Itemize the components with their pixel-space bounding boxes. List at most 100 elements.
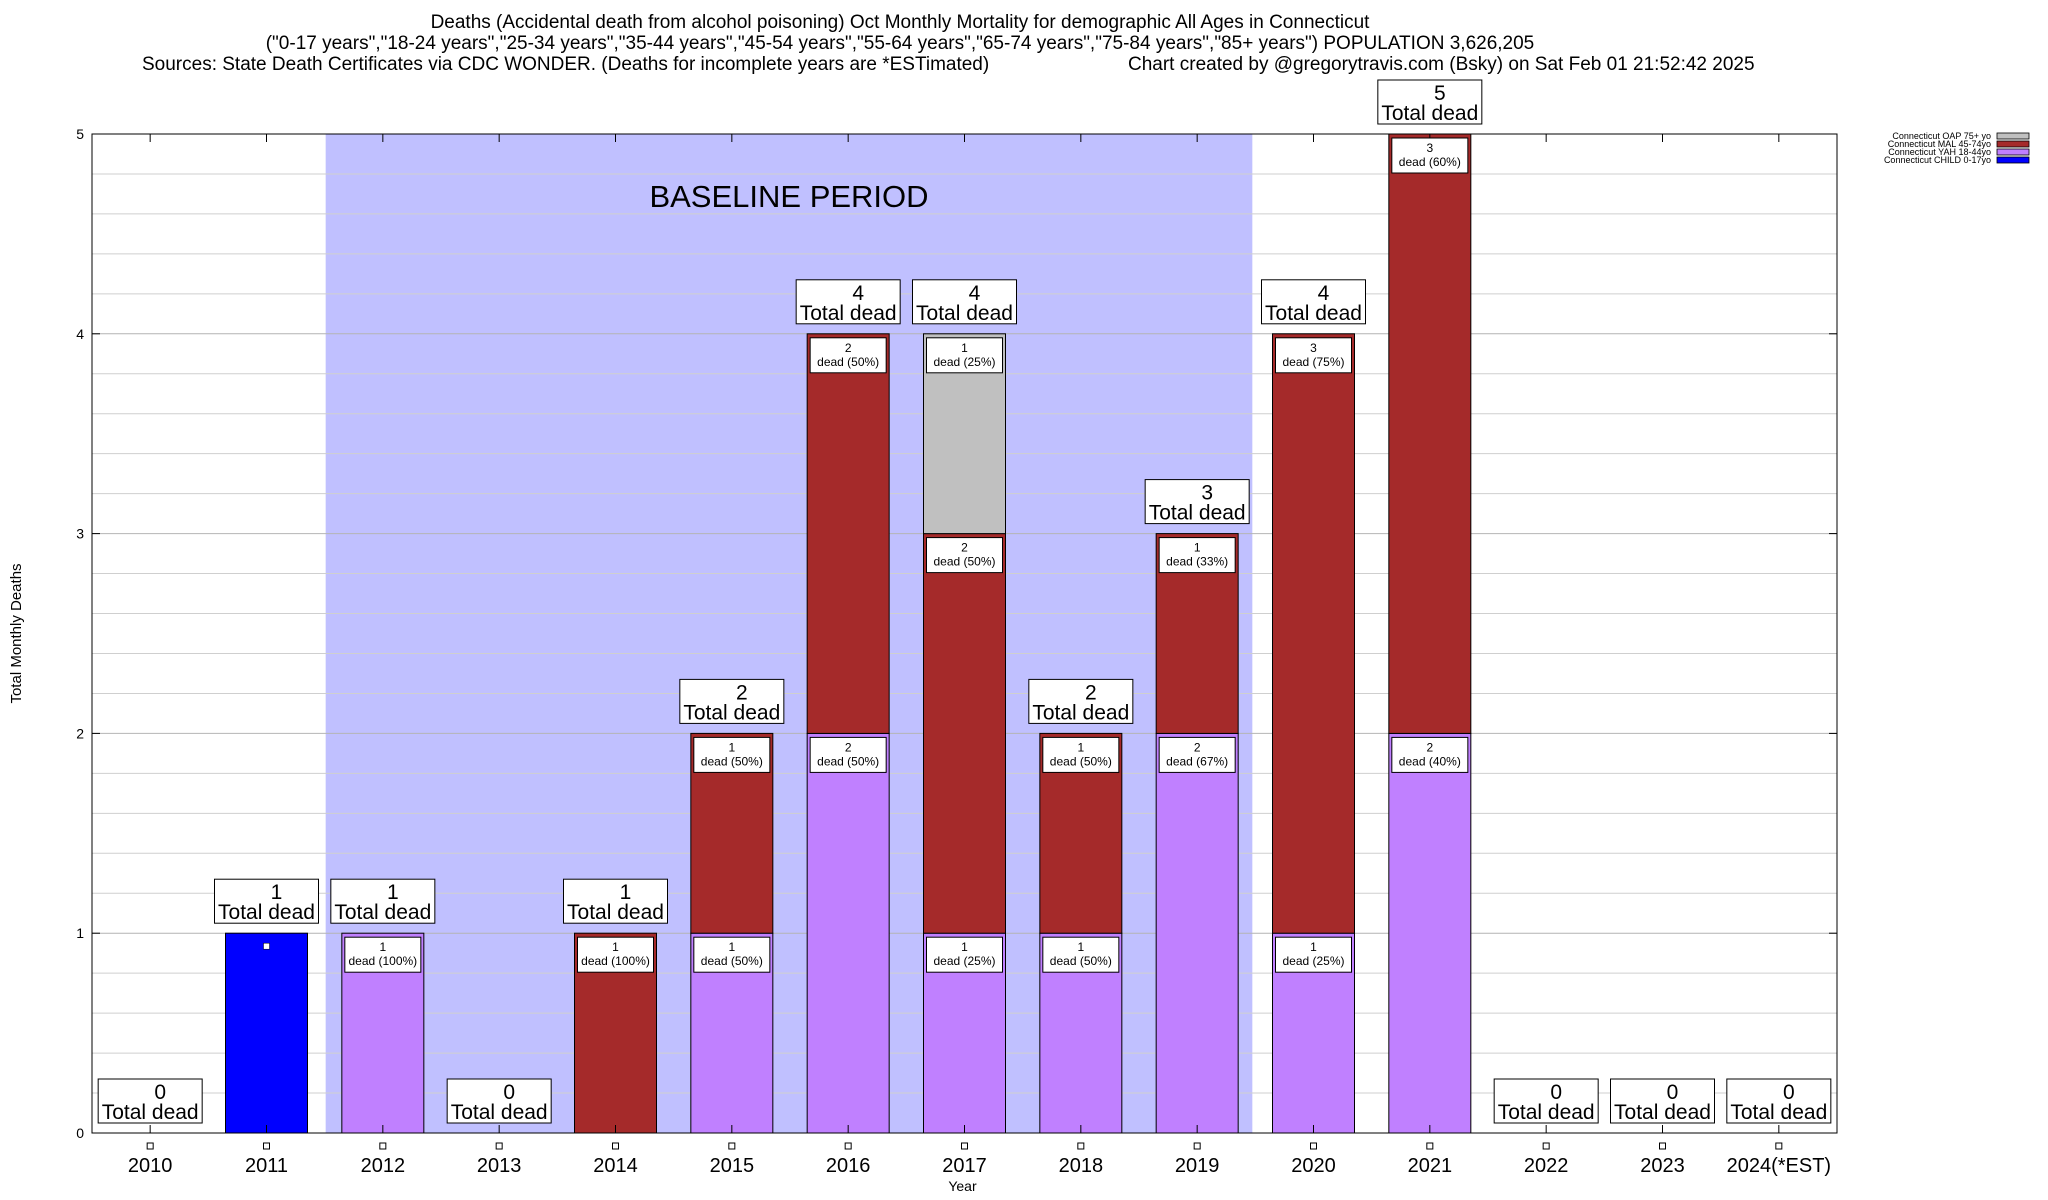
x-marker-square	[379, 1142, 387, 1150]
segment-label-count: 2	[961, 541, 968, 555]
segment-label-box	[926, 936, 1003, 973]
total-label-box	[97, 1078, 203, 1124]
total-label-box	[1610, 1078, 1715, 1124]
segment-label-box	[926, 337, 1003, 374]
total-label-text: Total dead	[1265, 302, 1362, 325]
x-marker-square	[1426, 1142, 1434, 1150]
legend-swatch-connecticut-oap-75-yo	[1996, 132, 2030, 140]
total-label-count: 2	[736, 681, 748, 704]
legend-label-connecticut-mal-45-74yo: Connecticut MAL 45-74yo	[1888, 139, 1991, 149]
segment-label-box	[693, 736, 771, 773]
x-tick-label: 2014	[593, 1155, 638, 1177]
segment-label-box	[809, 736, 887, 773]
x-axis-title: Year	[948, 1178, 977, 1194]
total-label-text: Total dead	[567, 901, 664, 924]
segment-label-box	[1158, 736, 1236, 773]
x-marker-square	[961, 1142, 968, 1150]
x-marker-square	[1659, 1142, 1666, 1150]
total-label-text: Total dead	[1614, 1101, 1711, 1124]
legend-label-connecticut-yah-18-44yo: Connecticut YAH 18-44yo	[1888, 147, 1991, 157]
segment-label-percent: dead (25%)	[933, 355, 995, 369]
segment-label-percent: dead (60%)	[1399, 155, 1461, 169]
total-label-box	[1261, 279, 1366, 325]
segment-label-percent: dead (50%)	[817, 355, 879, 369]
segment-label-percent: dead (50%)	[1050, 754, 1112, 768]
total-label-box	[795, 279, 901, 325]
total-label-text: Total dead	[1498, 1101, 1595, 1124]
legend-swatch-connecticut-yah-18-44yo	[1996, 148, 2030, 156]
segment-label-box	[1275, 936, 1352, 973]
x-marker-square	[1193, 1142, 1201, 1150]
total-label-box	[214, 878, 319, 924]
x-tick-label: 2010	[128, 1155, 173, 1177]
bar-connecticut-mal-45-74yo-2017	[923, 533, 1006, 934]
segment-label-percent: dead (100%)	[348, 954, 417, 968]
y-tick-label: 0	[76, 1125, 84, 1141]
x-marker-square	[1077, 1142, 1085, 1150]
legend-label-connecticut-child-0-17yo: Connecticut CHILD 0-17yo	[1884, 155, 1991, 165]
segment-label-box	[809, 337, 887, 374]
segment-label-count: 1	[728, 740, 735, 754]
bar-connecticut-mal-45-74yo-2021	[1388, 133, 1472, 734]
chart-credits: Sources: State Death Certificates via CD…	[0, 54, 1800, 75]
x-tick-label: 2013	[477, 1155, 522, 1177]
segment-label-count: 2	[1426, 740, 1433, 754]
segment-label-percent: dead (50%)	[701, 954, 763, 968]
x-tick-label: 2012	[361, 1155, 406, 1177]
y-tick-label: 3	[76, 526, 84, 542]
total-label-count: 0	[1667, 1081, 1679, 1104]
total-label-count: 0	[1783, 1081, 1795, 1104]
total-label-box	[679, 678, 785, 724]
segment-label-percent: dead (50%)	[933, 555, 995, 569]
y-tick-label: 4	[76, 326, 84, 342]
segment-label-count: 3	[1310, 341, 1317, 355]
chart-source: Sources: State Death Certificates via CD…	[142, 54, 990, 75]
total-label-text: Total dead	[1730, 1101, 1827, 1124]
segment-label-box	[1391, 137, 1469, 174]
total-label-count: 3	[1201, 482, 1213, 505]
x-tick-label: 2022	[1524, 1155, 1569, 1177]
x-tick-label: 2021	[1408, 1155, 1453, 1177]
total-label-count: 4	[969, 282, 981, 305]
segment-label-percent: dead (25%)	[1282, 954, 1344, 968]
x-marker-square	[146, 1142, 154, 1150]
total-label-text: Total dead	[218, 901, 315, 924]
segment-label-count: 2	[1194, 740, 1201, 754]
bar-connecticut-mal-45-74yo-2020	[1272, 333, 1355, 934]
segment-label-count: 1	[1077, 740, 1084, 754]
segment-label-count: 1	[1310, 940, 1317, 954]
total-label-box	[1377, 79, 1483, 125]
segment-label-box	[1158, 537, 1236, 574]
total-label-count: 0	[503, 1081, 515, 1104]
segment-label-count: 1	[961, 341, 968, 355]
x-marker-square	[263, 1142, 270, 1150]
chart-title: Deaths (Accidental death from alcohol po…	[430, 12, 1370, 33]
segment-label-percent: dead (25%)	[933, 954, 995, 968]
x-marker-square	[612, 1142, 619, 1150]
segment-label-count: 3	[1426, 141, 1433, 155]
y-axis-title: Total Monthly Deaths	[8, 563, 25, 703]
total-label-text: Total dead	[916, 302, 1013, 325]
total-label-box	[1493, 1078, 1599, 1124]
total-label-text: Total dead	[683, 701, 780, 724]
x-marker-square	[1542, 1142, 1550, 1150]
segment-label-count: 1	[612, 940, 619, 954]
total-label-count: 1	[271, 881, 283, 904]
total-label-box	[1144, 479, 1250, 525]
total-label-text: Total dead	[1032, 701, 1129, 724]
segment-label-box	[1275, 337, 1352, 374]
x-tick-label: 2011	[245, 1155, 288, 1177]
chart-bars	[225, 133, 1472, 1134]
segment-label-box	[693, 936, 771, 973]
segment-label-percent: dead (50%)	[701, 754, 763, 768]
total-label-box	[446, 1078, 552, 1124]
bar-connecticut-mal-45-74yo-2016	[806, 333, 890, 734]
segment-label-count: 2	[845, 740, 852, 754]
total-label-box	[1028, 678, 1134, 724]
bar-connecticut-child-0-17yo-2011	[225, 932, 308, 1134]
bar-connecticut-yah-18-44yo-2019	[1155, 732, 1239, 1134]
total-label-count: 0	[154, 1081, 166, 1104]
